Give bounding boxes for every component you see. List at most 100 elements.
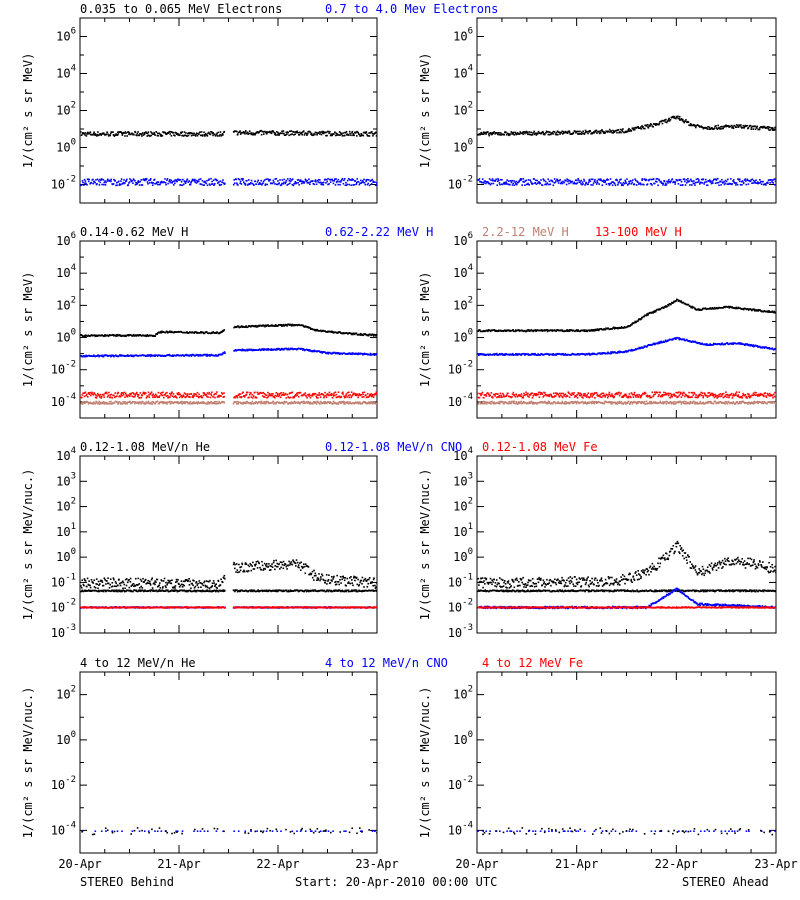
data-point [113, 178, 115, 181]
data-point [102, 179, 105, 181]
data-point [224, 352, 226, 354]
data-point [671, 339, 674, 341]
data-point [172, 393, 175, 395]
data-point [366, 392, 369, 395]
data-point [297, 401, 300, 403]
data-point [185, 132, 187, 134]
data-point [182, 402, 185, 404]
data-point [94, 335, 97, 338]
data-point [679, 119, 681, 121]
data-point [568, 330, 570, 333]
data-point [618, 400, 621, 403]
data-point [167, 401, 169, 404]
data-point [505, 134, 508, 136]
data-point [766, 310, 768, 312]
data-point [105, 354, 108, 356]
data-point [237, 131, 240, 134]
data-point [86, 184, 88, 186]
y-tick-label: 10-4 [448, 392, 473, 409]
data-point [310, 403, 312, 405]
data-point [643, 315, 646, 318]
data-point [118, 180, 120, 183]
data-point [311, 134, 314, 137]
data-point [349, 179, 351, 181]
data-point [171, 401, 173, 403]
data-point [565, 183, 568, 186]
data-point [353, 333, 356, 336]
data-point [157, 391, 160, 394]
data-point [190, 354, 192, 356]
data-point [619, 179, 621, 181]
data-point [370, 179, 372, 182]
data-point [755, 182, 757, 184]
data-point [96, 355, 99, 357]
data-point [661, 341, 664, 343]
data-point [211, 391, 213, 394]
data-point [159, 331, 161, 334]
data-point [613, 351, 615, 353]
data-point [757, 310, 760, 312]
data-point [523, 400, 525, 403]
data-point [115, 354, 117, 356]
data-point [152, 393, 154, 395]
data-point [689, 305, 691, 307]
data-point [375, 135, 377, 137]
data-point [190, 134, 193, 137]
data-point [613, 182, 616, 185]
data-point [534, 182, 537, 184]
data-point [203, 184, 205, 186]
data-point [683, 121, 685, 124]
data-point [146, 395, 149, 398]
data-point [604, 328, 607, 331]
data-point [189, 183, 192, 186]
data-point [664, 121, 667, 123]
data-point [490, 354, 492, 356]
data-point [554, 181, 557, 184]
data-point [548, 402, 550, 404]
data-point [660, 340, 662, 343]
data-point [350, 353, 352, 355]
data-point [129, 395, 131, 397]
data-point [322, 351, 325, 353]
data-point [691, 305, 693, 308]
data-point [508, 329, 510, 332]
data-point [520, 329, 523, 331]
data-point [615, 129, 618, 132]
data-point [155, 394, 158, 397]
data-point [662, 182, 665, 185]
data-point [143, 402, 146, 404]
data-point [598, 183, 600, 185]
data-point [237, 178, 240, 180]
data-point [276, 183, 279, 186]
data-point [115, 334, 118, 336]
data-point [767, 347, 770, 349]
data-point [186, 331, 188, 333]
data-point [746, 179, 749, 182]
data-point [320, 351, 323, 353]
data-point [711, 344, 713, 346]
data-point [504, 401, 507, 403]
data-point [321, 352, 323, 354]
data-point [368, 401, 370, 403]
data-point [336, 396, 338, 398]
data-point [267, 324, 269, 326]
data-point [604, 131, 607, 134]
data-point [142, 392, 144, 395]
data-point [332, 393, 334, 396]
data-point [261, 395, 264, 397]
data-point [560, 353, 563, 356]
data-point [313, 133, 315, 135]
data-point [321, 132, 324, 134]
data-point [516, 132, 519, 134]
data-point [174, 395, 177, 397]
data-point [501, 353, 504, 355]
data-point [169, 392, 171, 395]
data-point [181, 184, 184, 187]
data-point [318, 181, 321, 184]
data-point [234, 130, 236, 132]
data-point [534, 329, 537, 331]
data-point [188, 132, 190, 134]
data-point [195, 395, 198, 397]
data-point [609, 401, 612, 403]
data-point [674, 337, 676, 339]
